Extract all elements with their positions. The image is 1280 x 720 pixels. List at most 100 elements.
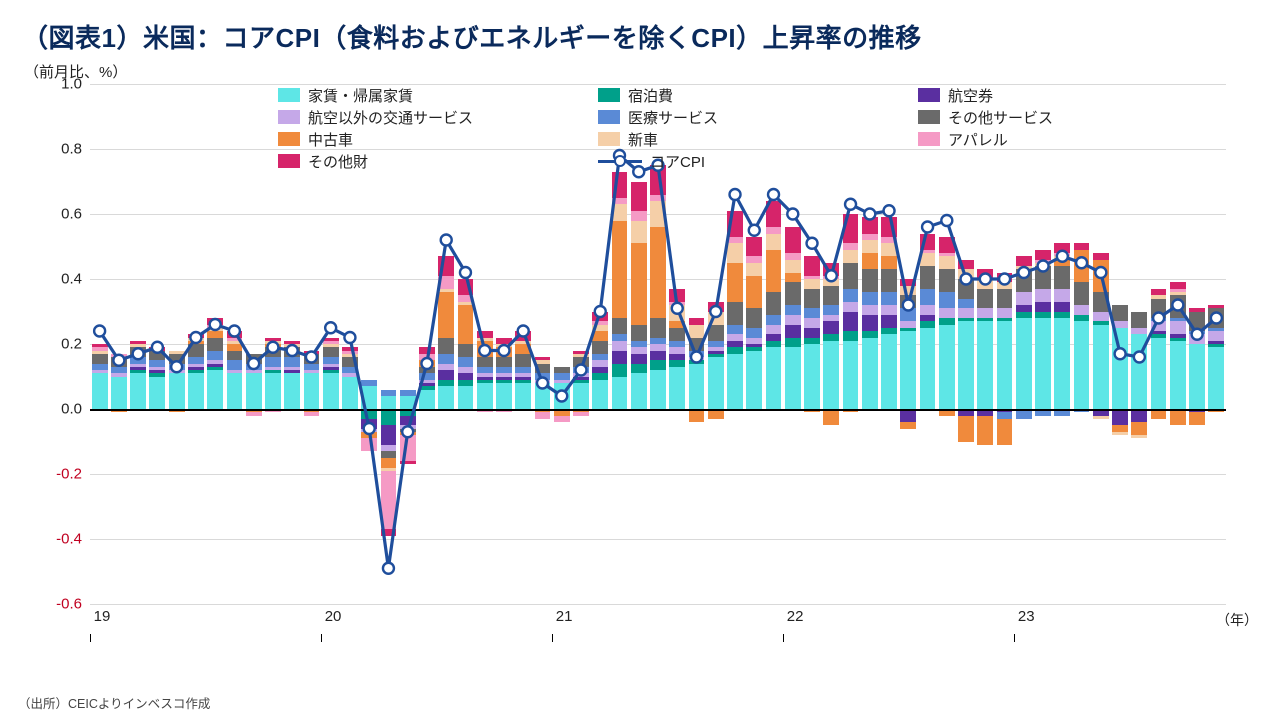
legend-label: その他サービス	[948, 107, 1053, 128]
legend-swatch	[918, 88, 940, 102]
legend-label: 航空券	[948, 85, 993, 106]
legend-swatch-line	[598, 153, 642, 169]
y-tick-label: 0.2	[26, 336, 82, 353]
legend-item-new_cars: 新車	[598, 128, 878, 150]
legend-swatch	[918, 110, 940, 124]
source-label: （出所）CEICよりインベスコ作成	[18, 693, 210, 712]
core-cpi-marker	[383, 563, 394, 574]
core-cpi-marker	[575, 365, 586, 376]
core-cpi-marker	[595, 306, 606, 317]
core-cpi-marker	[941, 215, 952, 226]
legend-item-apparel: アパレル	[918, 128, 1198, 150]
legend-item-medical: 医療サービス	[598, 106, 878, 128]
legend: 家賃・帰属家賃 宿泊費 航空券航空以外の交通サービス 医療サービス その他サービス中古車…	[278, 84, 1238, 172]
core-cpi-marker	[171, 361, 182, 372]
core-cpi-marker	[421, 358, 432, 369]
core-cpi-marker	[1038, 261, 1049, 272]
core-cpi-marker	[152, 342, 163, 353]
legend-item-other_services: その他サービス	[918, 106, 1198, 128]
core-cpi-marker	[864, 209, 875, 220]
legend-label: アパレル	[948, 129, 1008, 150]
core-cpi-marker	[961, 274, 972, 285]
core-cpi-marker	[922, 222, 933, 233]
x-tick-label: 23	[1018, 608, 1035, 625]
core-cpi-marker	[556, 391, 567, 402]
core-cpi-marker	[133, 348, 144, 359]
core-cpi-marker	[190, 332, 201, 343]
legend-label: 新車	[628, 129, 658, 150]
core-cpi-marker	[306, 352, 317, 363]
core-cpi-marker	[287, 345, 298, 356]
core-cpi-marker	[248, 358, 259, 369]
core-cpi-marker	[691, 352, 702, 363]
core-cpi-marker	[1076, 257, 1087, 268]
legend-item-other_goods: その他財	[278, 150, 558, 172]
core-cpi-marker	[787, 209, 798, 220]
core-cpi-marker	[672, 303, 683, 314]
legend-item-rent: 家賃・帰属家賃	[278, 84, 558, 106]
legend-label: 航空以外の交通サービス	[308, 107, 473, 128]
core-cpi-marker	[884, 205, 895, 216]
core-cpi-marker	[730, 189, 741, 200]
core-cpi-marker	[1172, 300, 1183, 311]
core-cpi-marker	[402, 426, 413, 437]
legend-item-used_cars: 中古車	[278, 128, 558, 150]
y-tick-label: -0.2	[26, 466, 82, 483]
legend-item-airfare: 航空券	[918, 84, 1198, 106]
core-cpi-marker	[229, 326, 240, 337]
core-cpi-marker	[768, 189, 779, 200]
y-tick-label: 0.4	[26, 271, 82, 288]
legend-label: コアCPI	[650, 151, 705, 172]
core-cpi-marker	[980, 274, 991, 285]
core-cpi-marker	[1018, 267, 1029, 278]
y-tick-label: -0.6	[26, 596, 82, 613]
legend-swatch	[278, 88, 300, 102]
core-cpi-marker	[479, 345, 490, 356]
legend-label: 医療サービス	[628, 107, 718, 128]
core-cpi-marker	[441, 235, 452, 246]
x-axis-unit: （年）	[1216, 610, 1258, 630]
core-cpi-marker	[807, 238, 818, 249]
core-cpi-marker	[710, 306, 721, 317]
core-cpi-marker	[113, 355, 124, 366]
core-cpi-marker	[749, 225, 760, 236]
core-cpi-marker	[537, 378, 548, 389]
legend-swatch	[918, 132, 940, 146]
legend-swatch	[278, 132, 300, 146]
core-cpi-marker	[518, 326, 529, 337]
core-cpi-marker	[325, 322, 336, 333]
x-tick-label: 21	[556, 608, 573, 625]
legend-swatch	[598, 88, 620, 102]
core-cpi-marker	[1192, 329, 1203, 340]
x-axis: 19 20 21 22 23	[90, 608, 1226, 632]
legend-item-core: コアCPI	[598, 150, 878, 172]
core-cpi-marker	[1057, 251, 1068, 262]
core-cpi-marker	[1115, 348, 1126, 359]
core-cpi-marker	[267, 342, 278, 353]
core-cpi-marker	[498, 345, 509, 356]
legend-swatch	[598, 132, 620, 146]
core-cpi-marker	[210, 319, 221, 330]
core-cpi-marker	[1095, 267, 1106, 278]
legend-item-other_transport: 航空以外の交通サービス	[278, 106, 558, 128]
core-cpi-marker	[94, 326, 105, 337]
y-axis-title: （前月比、%）	[24, 61, 1262, 82]
y-tick-label: 0.0	[26, 401, 82, 418]
core-cpi-marker	[344, 332, 355, 343]
y-tick-label: 0.6	[26, 206, 82, 223]
core-cpi-marker	[1153, 313, 1164, 324]
x-tick-label: 20	[325, 608, 342, 625]
x-tick-label: 19	[94, 608, 111, 625]
core-cpi-marker	[460, 267, 471, 278]
legend-item-lodging: 宿泊費	[598, 84, 878, 106]
core-cpi-marker	[826, 270, 837, 281]
core-cpi-path	[100, 156, 1217, 569]
core-cpi-marker	[903, 300, 914, 311]
legend-swatch	[278, 110, 300, 124]
core-cpi-marker	[999, 274, 1010, 285]
legend-label: 中古車	[308, 129, 353, 150]
x-tick-label: 22	[787, 608, 804, 625]
y-tick-label: 0.8	[26, 141, 82, 158]
legend-label: その他財	[308, 151, 368, 172]
legend-label: 宿泊費	[628, 85, 673, 106]
